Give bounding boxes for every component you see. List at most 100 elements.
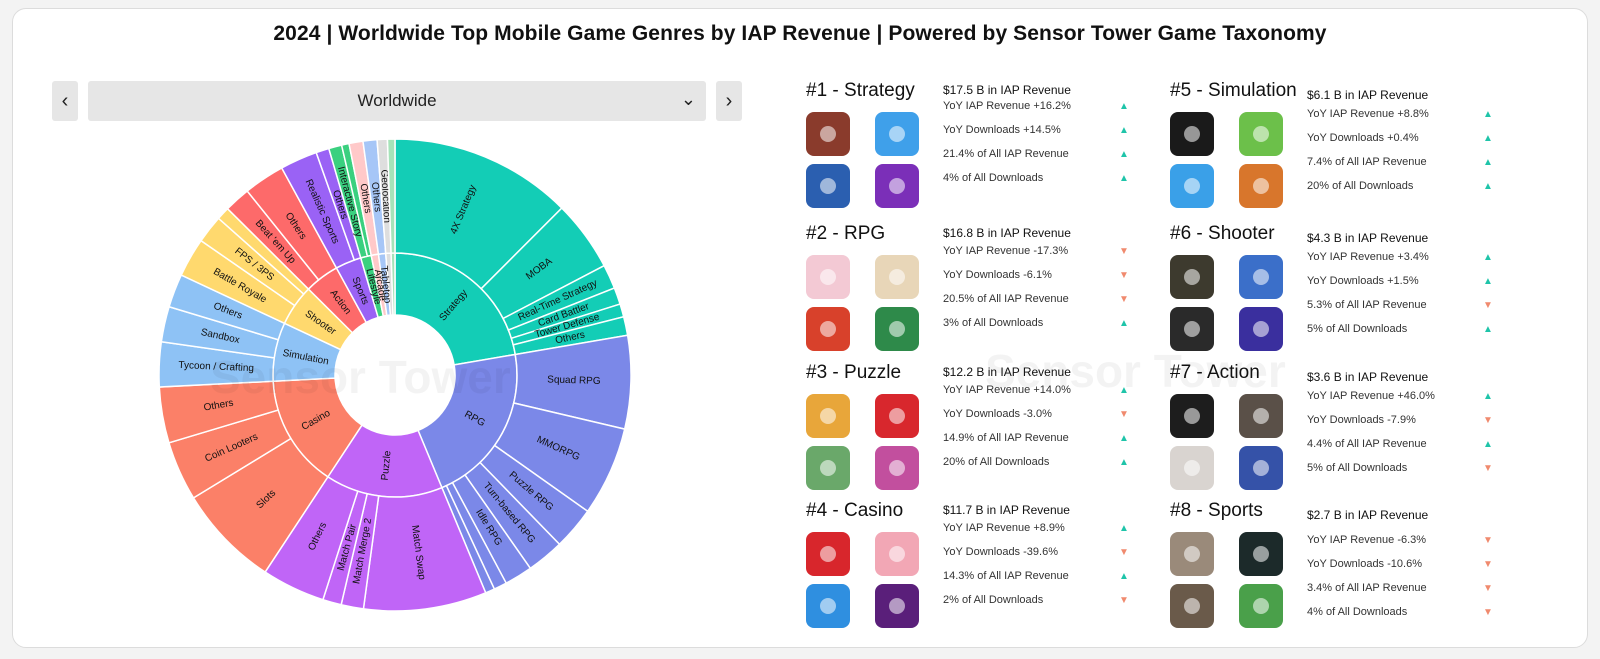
triangle-down-icon: ▼ xyxy=(1119,547,1129,558)
game-icon-1[interactable] xyxy=(806,532,850,576)
game-icon-2[interactable] xyxy=(1239,394,1283,438)
game-icon-3[interactable] xyxy=(1170,307,1214,351)
game-icon-3[interactable] xyxy=(806,446,850,490)
genre-stat: 4% of All Downloads xyxy=(943,172,1044,184)
game-icon-4[interactable] xyxy=(1239,164,1283,208)
app-icon-glyph xyxy=(820,321,836,337)
triangle-up-icon: ▲ xyxy=(1483,391,1493,402)
app-icon-glyph xyxy=(889,126,905,142)
game-icon-4[interactable] xyxy=(875,307,919,351)
game-icon-3[interactable] xyxy=(806,584,850,628)
app-icon-glyph xyxy=(889,546,905,562)
app-icon-glyph xyxy=(1253,178,1269,194)
genre-title: #4 - Casino xyxy=(806,500,904,521)
inner-segment-label: Tabletop xyxy=(378,265,393,304)
game-icon-3[interactable] xyxy=(806,307,850,351)
triangle-up-icon: ▲ xyxy=(1119,101,1129,112)
game-icon-3[interactable] xyxy=(1170,164,1214,208)
genre-title: #8 - Sports xyxy=(1170,500,1263,521)
genre-stat: 20% of All Downloads xyxy=(943,456,1050,468)
triangle-down-icon: ▼ xyxy=(1119,270,1129,281)
app-icon-glyph xyxy=(1184,598,1200,614)
game-icon-1[interactable] xyxy=(1170,112,1214,156)
genre-title: #2 - RPG xyxy=(806,223,886,244)
game-icon-4[interactable] xyxy=(1239,584,1283,628)
game-icon-3[interactable] xyxy=(1170,584,1214,628)
genre-stat: YoY IAP Revenue +14.0% xyxy=(943,384,1071,396)
genre-revenue: $3.6 B in IAP Revenue xyxy=(1307,370,1429,384)
game-icon-4[interactable] xyxy=(875,164,919,208)
genre-block-1: #1 - Strategy $17.5 B in IAP Revenue YoY I… xyxy=(806,80,1146,215)
game-icon-1[interactable] xyxy=(806,112,850,156)
triangle-down-icon: ▼ xyxy=(1119,246,1129,257)
app-icon-glyph xyxy=(1253,126,1269,142)
triangle-up-icon: ▲ xyxy=(1483,157,1493,168)
app-icon-glyph xyxy=(820,598,836,614)
prev-region-button[interactable]: ‹ xyxy=(52,81,78,121)
genre-title: #3 - Puzzle xyxy=(806,362,902,383)
region-select[interactable]: Worldwide ⌄ xyxy=(88,81,706,121)
game-icon-2[interactable] xyxy=(1239,532,1283,576)
app-icon-glyph xyxy=(889,178,905,194)
game-icon-4[interactable] xyxy=(1239,446,1283,490)
triangle-down-icon: ▼ xyxy=(1483,535,1493,546)
genre-stat: YoY IAP Revenue +8.8% xyxy=(1307,108,1429,120)
inner-segment-label: Arcade xyxy=(372,269,388,303)
app-icon-glyph xyxy=(1184,321,1200,337)
genre-revenue: $12.2 B in IAP Revenue xyxy=(943,365,1071,379)
genre-block-5: #5 - Simulation $6.1 B in IAP Revenue YoY … xyxy=(1170,80,1510,215)
game-icon-2[interactable] xyxy=(875,112,919,156)
app-icon-glyph xyxy=(820,408,836,424)
region-select-value: Worldwide xyxy=(357,91,437,110)
game-icon-4[interactable] xyxy=(875,446,919,490)
game-icon-1[interactable] xyxy=(1170,532,1214,576)
genre-stat: YoY Downloads -6.1% xyxy=(943,269,1052,281)
app-icon-glyph xyxy=(1184,546,1200,562)
outer-segment-label: Tycoon / Crafting xyxy=(178,360,254,374)
game-icon-2[interactable] xyxy=(875,255,919,299)
triangle-down-icon: ▼ xyxy=(1483,300,1493,311)
chevron-right-icon: › xyxy=(725,89,733,112)
app-icon-glyph xyxy=(1253,460,1269,476)
app-icon-glyph xyxy=(1253,408,1269,424)
game-icon-1[interactable] xyxy=(1170,255,1214,299)
game-icon-2[interactable] xyxy=(875,394,919,438)
outer-segment[interactable] xyxy=(386,138,396,254)
game-icon-2[interactable] xyxy=(1239,112,1283,156)
triangle-down-icon: ▼ xyxy=(1483,559,1493,570)
app-icon-glyph xyxy=(889,460,905,476)
genre-block-7: #7 - Action $3.6 B in IAP Revenue YoY IAP … xyxy=(1170,362,1510,497)
chevron-down-icon: ⌄ xyxy=(680,89,696,109)
game-icon-4[interactable] xyxy=(875,584,919,628)
next-region-button[interactable]: › xyxy=(716,81,742,121)
triangle-down-icon: ▼ xyxy=(1119,595,1129,606)
triangle-up-icon: ▲ xyxy=(1483,181,1493,192)
game-icon-4[interactable] xyxy=(1239,307,1283,351)
triangle-up-icon: ▲ xyxy=(1483,276,1493,287)
genre-stat: 14.3% of All IAP Revenue xyxy=(943,570,1069,582)
chart-title: 2024 | Worldwide Top Mobile Game Genres … xyxy=(273,22,1327,45)
genre-title: #6 - Shooter xyxy=(1170,223,1275,244)
genre-stat: YoY Downloads -39.6% xyxy=(943,546,1058,558)
genre-stat: YoY Downloads +0.4% xyxy=(1307,132,1419,144)
triangle-down-icon: ▼ xyxy=(1483,415,1493,426)
app-icon-glyph xyxy=(820,460,836,476)
game-icon-1[interactable] xyxy=(806,394,850,438)
game-icon-1[interactable] xyxy=(1170,394,1214,438)
genre-revenue: $11.7 B in IAP Revenue xyxy=(943,503,1070,517)
game-icon-3[interactable] xyxy=(806,164,850,208)
triangle-down-icon: ▼ xyxy=(1119,294,1129,305)
app-icon-glyph xyxy=(889,269,905,285)
game-icon-3[interactable] xyxy=(1170,446,1214,490)
genre-block-4: #4 - Casino $11.7 B in IAP Revenue YoY IAP… xyxy=(806,500,1146,635)
app-icon-glyph xyxy=(1253,546,1269,562)
game-icon-1[interactable] xyxy=(806,255,850,299)
genre-stat: YoY IAP Revenue -17.3% xyxy=(943,245,1069,257)
genre-stat: 4% of All Downloads xyxy=(1307,606,1408,618)
genre-revenue: $6.1 B in IAP Revenue xyxy=(1307,88,1429,102)
triangle-up-icon: ▲ xyxy=(1483,324,1493,335)
genre-stat: YoY IAP Revenue +8.9% xyxy=(943,522,1065,534)
game-icon-2[interactable] xyxy=(1239,255,1283,299)
app-icon-glyph xyxy=(1253,269,1269,285)
game-icon-2[interactable] xyxy=(875,532,919,576)
